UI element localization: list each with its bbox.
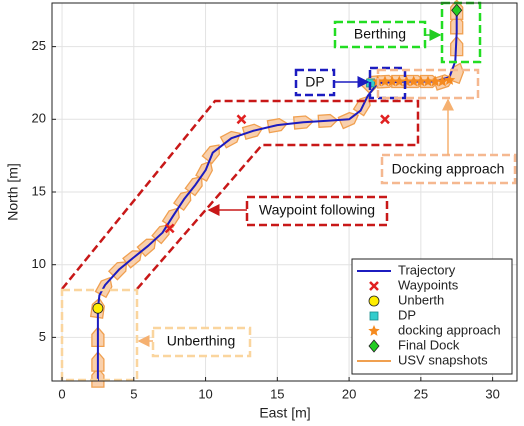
y-tick-label: 10 <box>32 256 46 271</box>
unberthing-box <box>151 326 252 358</box>
x-tick-label: 30 <box>485 386 499 401</box>
docking-marker <box>436 75 449 87</box>
y-tick-label: 5 <box>39 329 46 344</box>
dp-region <box>368 66 407 100</box>
final-dock-marker <box>451 3 463 17</box>
x-tick-label: 5 <box>130 386 137 401</box>
dp-marker <box>369 311 379 321</box>
waypoint-marker <box>380 114 390 125</box>
legend-label: Waypoints <box>398 277 459 292</box>
x-tick-label: 10 <box>198 386 212 401</box>
docking-marker <box>443 74 456 85</box>
docking-marker <box>429 75 441 87</box>
docking-marker <box>408 75 420 87</box>
waypoint-marker <box>369 281 379 291</box>
y-tick-label: 20 <box>32 111 46 126</box>
docking-marker <box>422 75 434 87</box>
final-dock-marker <box>368 339 380 353</box>
unberth-marker <box>368 295 380 307</box>
docking-region <box>376 68 480 100</box>
annotation: DP <box>305 74 324 90</box>
legend-label: docking approach <box>398 322 501 337</box>
annotation: Berthing <box>354 26 406 42</box>
annotation: Unberthing <box>167 333 236 349</box>
waypoint-corridor <box>61 99 420 290</box>
y-tick-label: 15 <box>32 183 46 198</box>
legend-box <box>351 258 513 375</box>
docking-marker <box>400 75 413 87</box>
marks <box>89 0 465 388</box>
y-tick-label: 25 <box>32 38 46 53</box>
x-tick-label: 20 <box>342 386 356 401</box>
x-axis-label: East [m] <box>259 405 310 421</box>
docking-marker <box>386 75 398 87</box>
annotations <box>60 1 517 382</box>
arrows <box>137 29 454 347</box>
unberth-marker <box>92 302 104 314</box>
legend-label: USV snapshots <box>398 352 488 367</box>
annotation: Waypoint following <box>259 202 375 218</box>
x-tick-label: 25 <box>414 386 428 401</box>
legend-label: Unberth <box>398 292 444 307</box>
docking-marker <box>368 325 380 336</box>
legend-label: Trajectory <box>398 262 456 277</box>
unberthing-region <box>60 288 139 382</box>
y-axis-label: North [m] <box>5 163 21 221</box>
annotation: Docking approach <box>392 161 505 177</box>
docking-marker <box>393 75 405 87</box>
waypoint-box <box>245 195 389 227</box>
legend-label: Final Dock <box>398 337 460 352</box>
docking-marker <box>379 75 391 87</box>
legend-label: DP <box>398 307 416 322</box>
docking-marker <box>415 75 427 87</box>
x-tick-label: 0 <box>58 386 65 401</box>
x-tick-label: 15 <box>270 386 284 401</box>
waypoint-marker <box>164 223 175 234</box>
waypoint-marker <box>236 114 247 125</box>
